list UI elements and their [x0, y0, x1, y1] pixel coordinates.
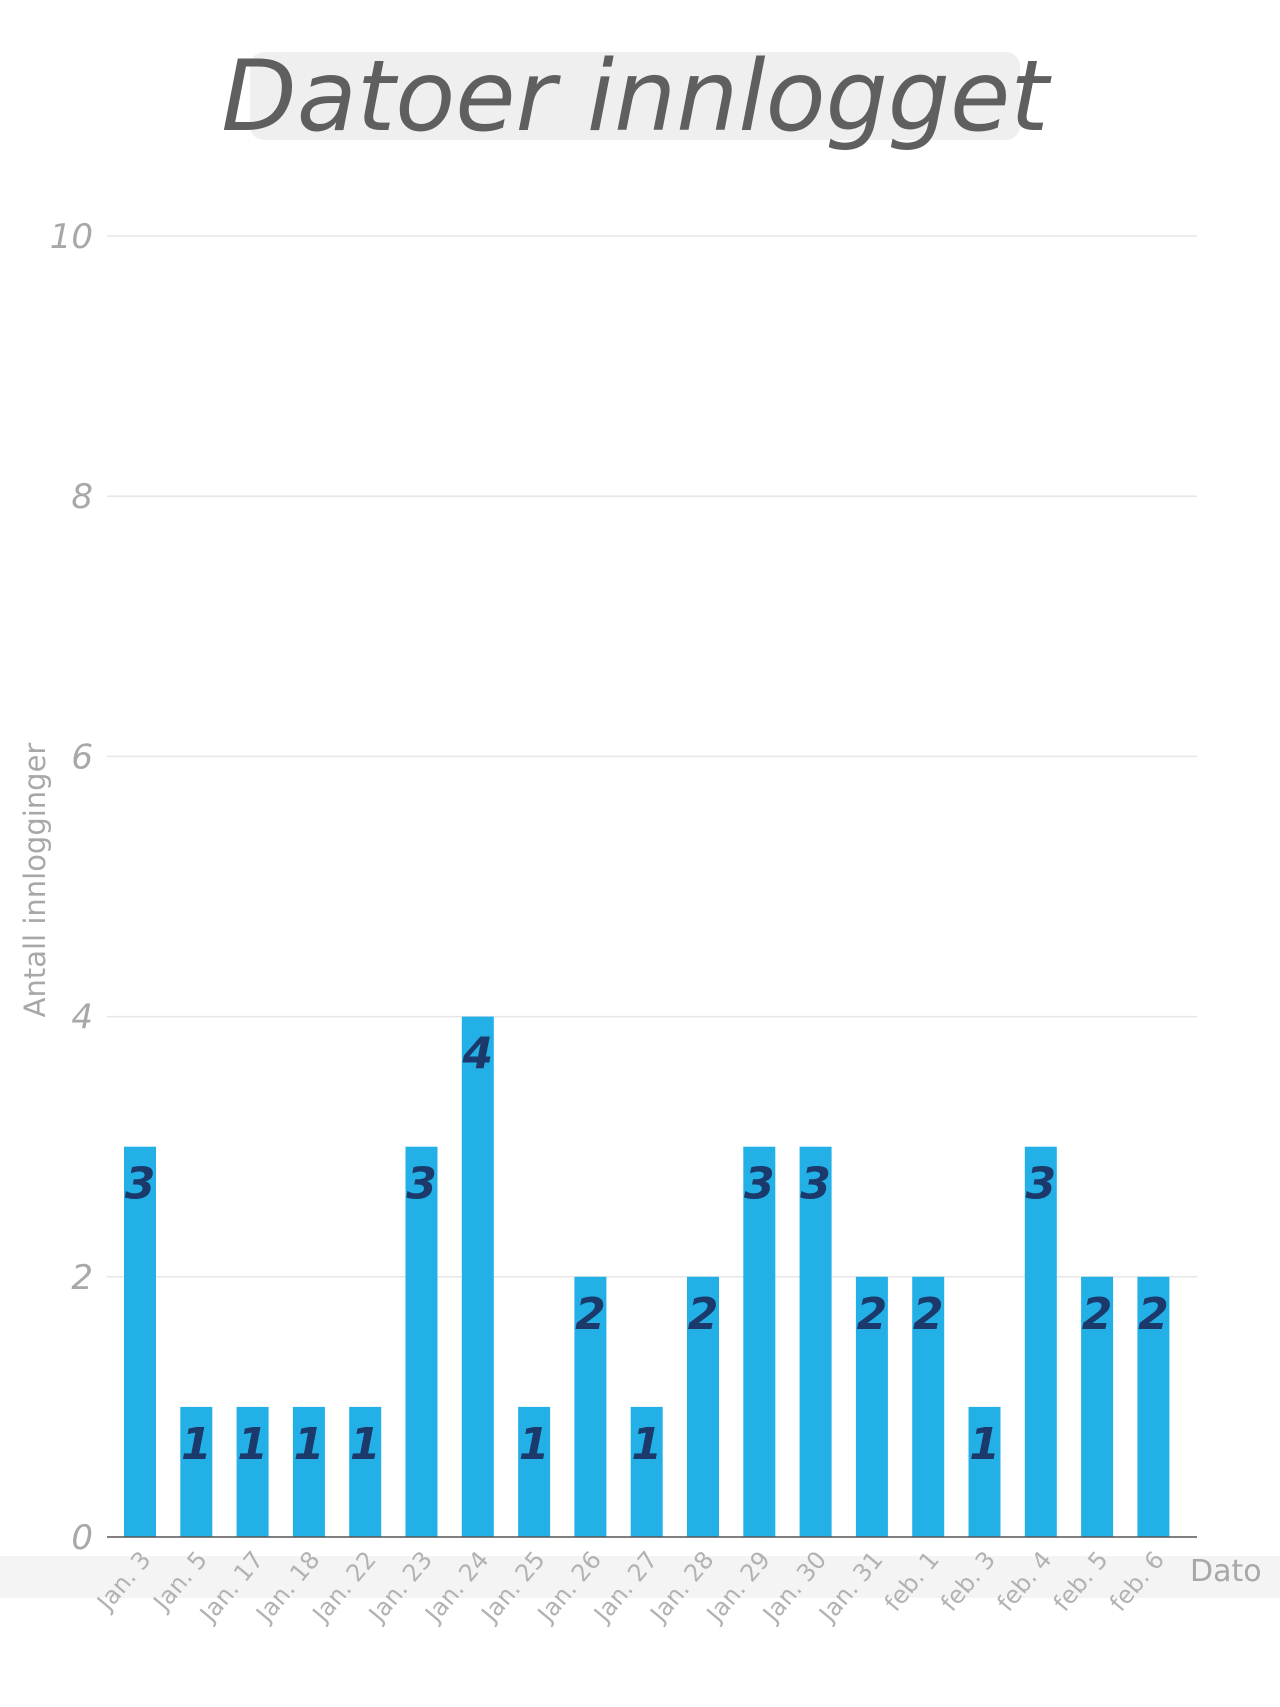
bar-18: [1137, 1276, 1170, 1537]
bar-11: [743, 1146, 776, 1537]
bar-3: [292, 1406, 325, 1537]
bar-value-label-8: 2: [575, 1289, 606, 1340]
bar-14: [912, 1276, 945, 1537]
bar-9: [630, 1406, 663, 1537]
bar-value-label-1: 1: [181, 1419, 212, 1470]
bar-8: [574, 1276, 607, 1537]
bar-value-label-10: 2: [688, 1289, 719, 1340]
bar-12: [799, 1146, 832, 1537]
bar-15: [968, 1406, 1001, 1537]
bar-value-label-7: 1: [519, 1419, 550, 1470]
y-axis-label: Antall innlogginger: [18, 743, 52, 1018]
bar-0: [124, 1146, 156, 1537]
bar-value-label-16: 3: [1025, 1159, 1056, 1210]
bar-value-label-2: 1: [237, 1419, 268, 1470]
bar-13: [855, 1276, 888, 1537]
bar-value-label-13: 2: [857, 1289, 888, 1340]
grid-lines: [107, 235, 1197, 1278]
y-tick-labels: 0 2 4 6 8 10: [50, 217, 93, 1558]
bar-value-label-0: 3: [125, 1159, 156, 1210]
chart-title: Datoer innlogget: [221, 40, 1052, 154]
bar-4: [349, 1406, 382, 1537]
y-tick-label-4: 4: [71, 998, 93, 1038]
bar-value-label-3: 1: [294, 1419, 325, 1470]
y-tick-label-6: 6: [71, 737, 93, 777]
bars: [124, 1016, 1170, 1537]
bar-6: [461, 1016, 494, 1537]
bar-value-label-11: 3: [744, 1159, 775, 1210]
y-tick-label-2: 2: [71, 1258, 93, 1298]
bar-value-label-6: 4: [461, 1029, 493, 1080]
bar-2: [236, 1406, 269, 1537]
y-tick-label-10: 10: [50, 217, 93, 257]
title-background: [250, 52, 1020, 140]
bar-10: [687, 1276, 719, 1537]
bar-17: [1081, 1276, 1114, 1537]
y-tick-label-8: 8: [71, 477, 93, 517]
bar-value-label-9: 1: [631, 1419, 662, 1470]
bar-value-label-5: 3: [406, 1159, 437, 1210]
bar-value-label-17: 2: [1082, 1289, 1113, 1340]
bar-value-label-14: 2: [913, 1289, 944, 1340]
bar-value-label-12: 3: [800, 1159, 831, 1210]
x-axis-band: [0, 1556, 1280, 1598]
bar-value-label-15: 1: [969, 1419, 1000, 1470]
bar-1: [180, 1406, 213, 1537]
bar-value-label-4: 1: [350, 1419, 381, 1470]
bar-16: [1024, 1146, 1057, 1537]
x-axis-label: Dato: [1190, 1554, 1262, 1589]
bar-7: [518, 1406, 551, 1537]
bar-5: [405, 1146, 438, 1537]
y-tick-label-0: 0: [71, 1518, 93, 1558]
bar-value-label-18: 2: [1138, 1289, 1169, 1340]
